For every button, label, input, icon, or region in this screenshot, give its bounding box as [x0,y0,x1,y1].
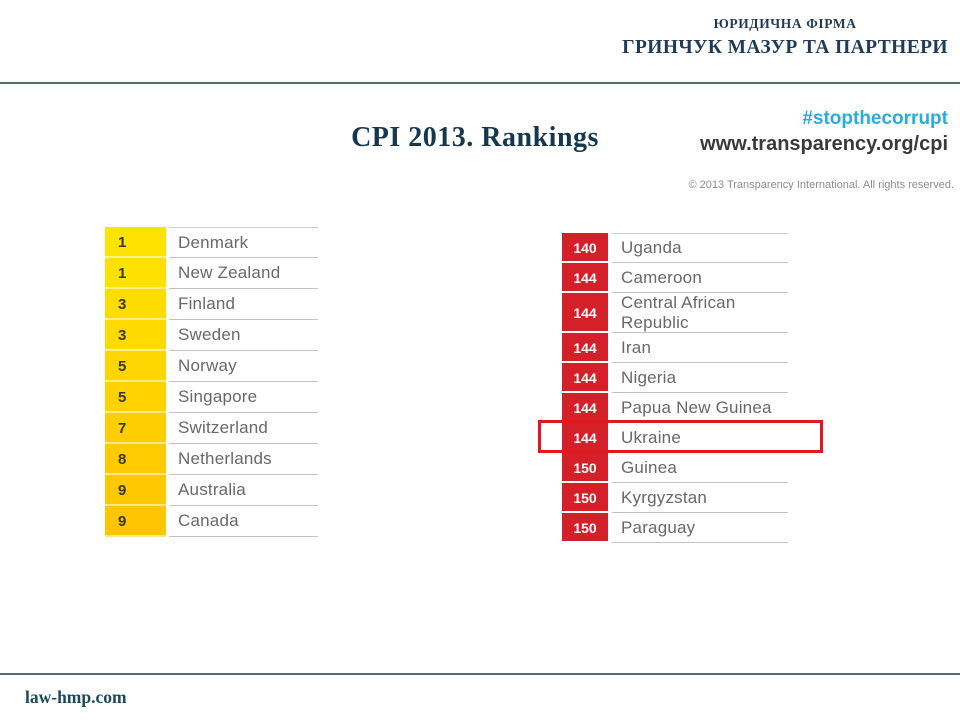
transparency-url: www.transparency.org/cpi [700,133,948,155]
table-row: 140 Uganda [562,233,788,263]
bottom-rankings-table: 140 Uganda 144 Cameroon 144 Central Afri… [562,233,788,543]
country-label: Nigeria [612,363,788,393]
country-label: Cameroon [612,263,788,293]
rank-badge: 3 [105,289,166,320]
rank-badge: 7 [105,413,166,444]
rank-badge: 1 [105,227,166,258]
rank-badge: 144 [562,393,608,423]
table-row: 7 Switzerland [105,413,318,444]
table-row: 150 Guinea [562,453,788,483]
table-row: 144 Iran [562,333,788,363]
table-row: 5 Singapore [105,382,318,413]
country-label: Finland [169,289,318,320]
country-label: Kyrgyzstan [612,483,788,513]
country-label: Switzerland [169,413,318,444]
table-row: 8 Netherlands [105,444,318,475]
rank-badge: 9 [105,506,166,537]
rank-badge: 144 [562,263,608,293]
law-firm-type-label: ЮРИДИЧНА ФІРМА [713,16,857,31]
stopthecorrupt-hashtag: #stopthecorrupt [802,108,948,129]
table-row: 144 Papua New Guinea [562,393,788,423]
law-firm-name: ГРИНЧУК МАЗУР ТА ПАРТНЕРИ [622,37,948,58]
rank-badge: 1 [105,258,166,289]
rank-badge: 9 [105,475,166,506]
copyright-notice: © 2013 Transparency International. All r… [688,179,954,191]
country-label: Netherlands [169,444,318,475]
country-label: Denmark [169,227,318,258]
country-label: Canada [169,506,318,537]
rank-badge: 5 [105,351,166,382]
country-label: Papua New Guinea [612,393,788,423]
rank-badge: 144 [562,423,608,453]
rank-badge: 144 [562,333,608,363]
table-row: 150 Paraguay [562,513,788,543]
country-label: Paraguay [612,513,788,543]
table-row: 150 Kyrgyzstan [562,483,788,513]
law-firm-header: ЮРИДИЧНА ФІРМА ГРИНЧУК МАЗУР ТА ПАРТНЕРИ [622,16,948,59]
country-label: Central African Republic [612,293,788,333]
table-row: 3 Sweden [105,320,318,351]
table-row: 1 New Zealand [105,258,318,289]
rank-badge: 150 [562,483,608,513]
country-label: Sweden [169,320,318,351]
footer-rule [0,673,960,675]
country-label: Guinea [612,453,788,483]
rank-badge: 3 [105,320,166,351]
rank-badge: 150 [562,513,608,543]
top-rankings-table: 1 Denmark 1 New Zealand 3 Finland 3 Swed… [105,227,318,537]
table-row: 1 Denmark [105,227,318,258]
table-row: 3 Finland [105,289,318,320]
country-label: Australia [169,475,318,506]
header-rule [0,82,960,84]
table-row: 9 Canada [105,506,318,537]
table-row: 9 Australia [105,475,318,506]
slide-title: CPI 2013. Rankings [351,122,599,153]
country-label: Norway [169,351,318,382]
table-row-ukraine: 144 Ukraine [562,423,788,453]
table-row: 144 Nigeria [562,363,788,393]
footer-site-label: law-hmp.com [25,687,127,707]
ukraine-highlight-box [538,420,823,453]
campaign-block: #stopthecorrupt www.transparency.org/cpi [700,108,948,156]
country-label: Uganda [612,233,788,263]
rank-badge: 144 [562,363,608,393]
table-row: 5 Norway [105,351,318,382]
country-label: Singapore [169,382,318,413]
table-row: 144 Cameroon [562,263,788,293]
table-row: 144 Central African Republic [562,293,788,333]
rank-badge: 5 [105,382,166,413]
rank-badge: 8 [105,444,166,475]
rank-badge: 144 [562,293,608,333]
rank-badge: 140 [562,233,608,263]
country-label: New Zealand [169,258,318,289]
country-label: Iran [612,333,788,363]
rank-badge: 150 [562,453,608,483]
